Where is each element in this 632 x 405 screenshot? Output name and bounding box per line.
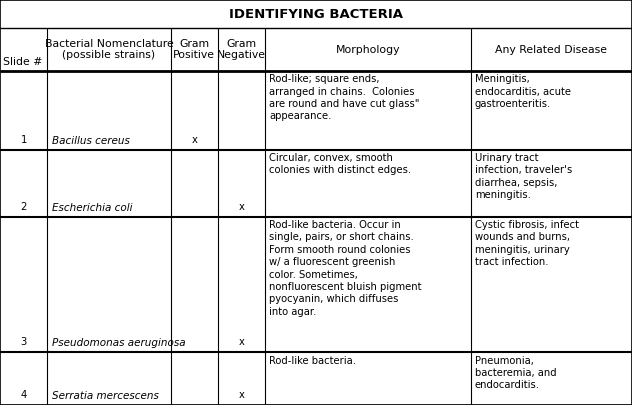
Text: Pneumonia,
bacteremia, and
endocarditis.: Pneumonia, bacteremia, and endocarditis.: [475, 356, 556, 390]
Text: Rod-like bacteria. Occur in
single, pairs, or short chains.
Form smooth round co: Rod-like bacteria. Occur in single, pair…: [269, 220, 422, 317]
Text: 1: 1: [20, 135, 27, 145]
Text: Rod-like; square ends,
arranged in chains.  Colonies
are round and have cut glas: Rod-like; square ends, arranged in chain…: [269, 74, 420, 122]
Text: 4: 4: [21, 390, 27, 400]
Text: Morphology: Morphology: [336, 45, 401, 55]
Text: Gram
Negative: Gram Negative: [217, 39, 266, 60]
Text: Serratia mercescens: Serratia mercescens: [52, 391, 159, 401]
Text: Slide #: Slide #: [3, 57, 42, 67]
Text: Cystic fibrosis, infect
wounds and burns,
meningitis, urinary
tract infection.: Cystic fibrosis, infect wounds and burns…: [475, 220, 579, 267]
Text: Rod-like bacteria.: Rod-like bacteria.: [269, 356, 356, 366]
Text: Pseudomonas aeruginosa: Pseudomonas aeruginosa: [52, 338, 185, 348]
Text: x: x: [239, 337, 245, 347]
Text: 3: 3: [21, 337, 27, 347]
Text: Bacillus cereus: Bacillus cereus: [52, 136, 130, 146]
Text: Urinary tract
infection, traveler's
diarrhea, sepsis,
meningitis.: Urinary tract infection, traveler's diar…: [475, 153, 572, 200]
Text: 2: 2: [20, 202, 27, 212]
Text: IDENTIFYING BACTERIA: IDENTIFYING BACTERIA: [229, 8, 403, 21]
Text: Gram
Positive: Gram Positive: [173, 39, 216, 60]
Text: x: x: [191, 135, 197, 145]
Text: x: x: [239, 390, 245, 400]
Text: x: x: [239, 202, 245, 212]
Text: Circular, convex, smooth
colonies with distinct edges.: Circular, convex, smooth colonies with d…: [269, 153, 411, 175]
Text: Meningitis,
endocarditis, acute
gastroenteritis.: Meningitis, endocarditis, acute gastroen…: [475, 74, 571, 109]
Text: Any Related Disease: Any Related Disease: [495, 45, 607, 55]
Text: Bacterial Nomenclature
(possible strains): Bacterial Nomenclature (possible strains…: [45, 39, 173, 60]
Text: Escherichia coli: Escherichia coli: [52, 202, 132, 213]
